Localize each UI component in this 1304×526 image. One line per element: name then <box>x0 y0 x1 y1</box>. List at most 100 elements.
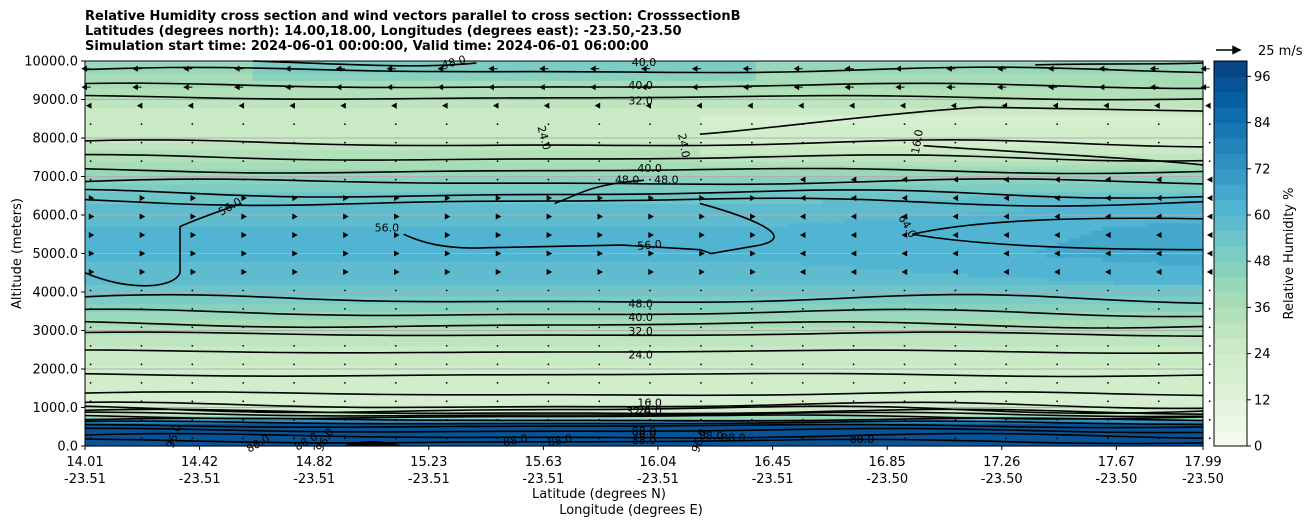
wind-vector <box>1107 437 1109 440</box>
wind-vector <box>132 65 142 72</box>
colorbar-level <box>1214 399 1247 416</box>
wind-vector <box>242 308 245 310</box>
wind-vector <box>801 418 804 421</box>
wind-vector <box>850 250 857 257</box>
quiver-key: 25 m/s <box>1216 44 1303 59</box>
wind-vector <box>801 382 804 384</box>
wind-vector <box>140 308 143 310</box>
wind-vector <box>954 308 957 310</box>
wind-vector <box>241 250 247 257</box>
wind-vector <box>1054 268 1060 276</box>
wind-vector <box>1098 65 1108 72</box>
quiver-key-label: 25 m/s <box>1258 44 1303 59</box>
colorbar-tick-label: 60 <box>1254 209 1271 224</box>
wind-vector <box>1157 363 1160 366</box>
wind-vector <box>1107 345 1109 347</box>
wind-vector <box>437 84 447 91</box>
wind-vector <box>89 160 92 163</box>
wind-vector <box>547 400 550 403</box>
wind-vector <box>289 102 295 109</box>
wind-vector <box>546 231 553 239</box>
wind-vector <box>89 437 92 440</box>
wind-vector <box>899 102 906 109</box>
contour-label: 88.0 <box>721 431 746 444</box>
contour-line <box>912 233 1204 251</box>
wind-vector <box>242 123 245 125</box>
wind-vector <box>696 102 702 109</box>
wind-vector <box>598 141 601 144</box>
wind-vector <box>293 141 295 144</box>
wind-vector <box>445 400 448 403</box>
wind-vector <box>903 141 906 144</box>
wind-vector <box>751 382 753 384</box>
contour-line <box>85 427 1204 434</box>
x-tick-label-lat: 16.85 <box>869 455 906 470</box>
x-tick-label-lon: -23.50 <box>1182 472 1224 487</box>
wind-vector <box>598 160 601 163</box>
wind-vector <box>292 268 298 276</box>
wind-vector <box>598 123 601 125</box>
wind-vector <box>234 65 244 72</box>
wind-vector <box>903 289 906 292</box>
wind-vector <box>89 363 92 366</box>
colorbar-level <box>1214 338 1247 355</box>
contour-line <box>84 349 1204 354</box>
wind-vector <box>903 326 906 329</box>
wind-vector <box>344 308 346 310</box>
wind-vector <box>952 195 959 202</box>
wind-vector <box>344 418 346 421</box>
wind-vector <box>901 195 908 202</box>
y-tick-label: 3000.0 <box>33 324 79 339</box>
wind-vector <box>284 84 295 91</box>
x-tick-label-lon: -23.50 <box>981 472 1023 487</box>
wind-vector <box>691 65 702 72</box>
colorbar-level <box>1214 415 1247 432</box>
contour-line <box>1035 62 1204 66</box>
wind-vector <box>751 289 753 292</box>
wind-vector <box>799 250 806 257</box>
wind-vector <box>292 195 298 202</box>
wind-vector <box>340 102 346 109</box>
wind-vector <box>88 213 95 220</box>
wind-vector <box>750 268 756 276</box>
wind-vector <box>852 382 855 384</box>
wind-vector <box>598 308 601 310</box>
wind-vector <box>954 289 957 292</box>
wind-vector <box>191 326 194 329</box>
wind-vector <box>1105 250 1111 257</box>
wind-vector <box>1105 213 1111 220</box>
wind-vector <box>700 308 702 310</box>
wind-vector <box>952 268 959 276</box>
y-axis: 0.0 1000.0 2000.0 3000.0 4000.0 5000.0 6000.0 7… <box>10 55 85 455</box>
wind-vector <box>946 65 956 72</box>
chart-title-line-2: Latitudes (degrees north): 14.00,18.00, … <box>85 24 682 39</box>
wind-vector <box>132 84 142 91</box>
colorbar-tick-label: 48 <box>1254 255 1271 270</box>
wind-vector <box>598 418 601 421</box>
wind-vector <box>140 178 143 181</box>
wind-vector <box>852 308 855 310</box>
wind-vector <box>793 84 803 91</box>
wind-vector <box>799 213 806 220</box>
wind-vector <box>293 289 295 292</box>
wind-vector <box>191 363 194 366</box>
contour-label: 24.0 <box>675 132 692 158</box>
wind-vector <box>394 363 397 366</box>
wind-vector <box>1098 84 1108 91</box>
wind-vector <box>140 160 143 163</box>
x-tick-label-lon: -23.51 <box>752 472 794 487</box>
wind-vector <box>1107 308 1109 310</box>
wind-vector <box>1005 382 1008 384</box>
wind-vector <box>954 437 957 440</box>
wind-vector <box>547 141 550 144</box>
contour-label: 88.0 <box>502 432 528 449</box>
wind-vector <box>798 102 804 109</box>
wind-vector <box>136 102 143 109</box>
x-tick-label-lat: 16.45 <box>754 455 791 470</box>
wind-vector <box>903 363 906 366</box>
contour-line <box>84 66 1204 74</box>
wind-vector <box>547 289 550 292</box>
wind-vector <box>343 195 349 202</box>
wind-vector <box>1005 437 1008 440</box>
colorbar-level <box>1214 215 1247 231</box>
